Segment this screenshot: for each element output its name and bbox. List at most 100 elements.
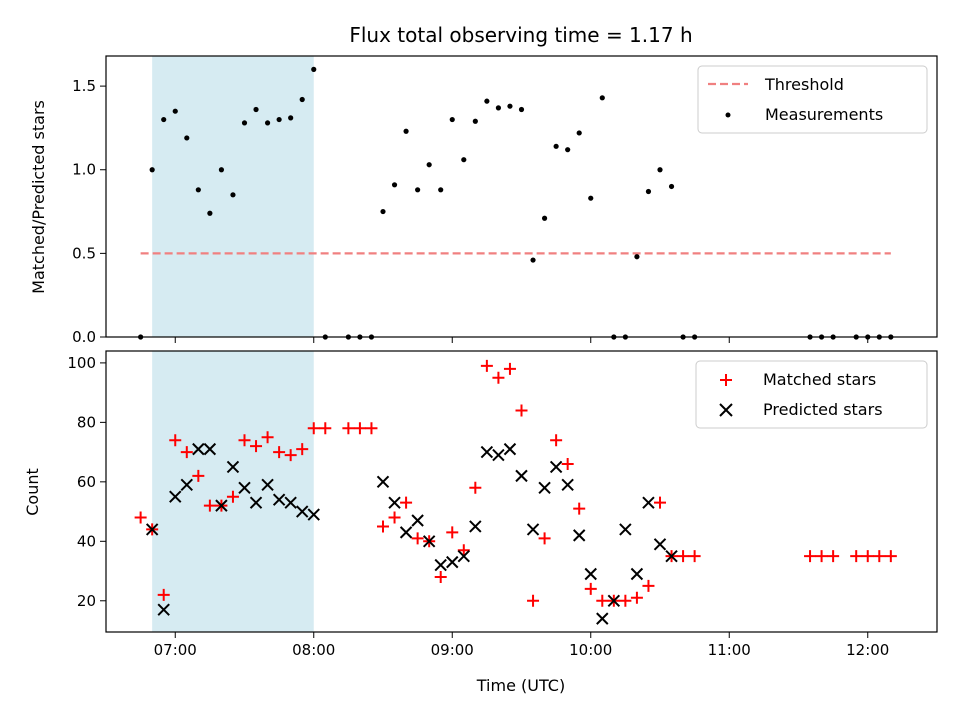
predicted-star-point — [630, 567, 644, 581]
matched-star-point — [203, 499, 216, 512]
measurement-point — [599, 95, 605, 101]
measurement-point — [472, 118, 478, 124]
matched-star-point — [411, 532, 424, 545]
predicted-star-point — [584, 567, 597, 581]
matched-star-point — [827, 550, 840, 563]
measurement-point — [391, 182, 398, 188]
matched-star-point — [250, 440, 263, 453]
legend-label-predicted: Predicted stars — [763, 400, 883, 419]
measurement-point — [438, 187, 444, 193]
predicted-star-point — [411, 514, 424, 527]
matched-star-point — [169, 434, 182, 447]
measurement-point — [576, 130, 582, 136]
predicted-star-point — [249, 496, 263, 509]
predicted-star-point — [399, 526, 413, 539]
predicted-star-point — [549, 460, 563, 474]
top-y-tick-label: 0.0 — [72, 328, 96, 346]
matched-star-point — [492, 371, 505, 384]
top-y-tick-label: 0.5 — [72, 244, 96, 262]
measurement-point — [207, 210, 213, 216]
matched-star-point — [446, 526, 459, 539]
matched-star-point — [388, 511, 401, 524]
matched-star-point — [157, 588, 170, 601]
matched-star-point — [861, 550, 874, 563]
predicted-star-point — [215, 499, 228, 512]
predicted-star-point — [296, 505, 309, 518]
matched-star-point — [596, 594, 609, 607]
matched-star-point — [873, 550, 886, 563]
figure-title: Flux total observing time = 1.17 h — [349, 23, 692, 47]
bottom-legend: Matched stars Predicted stars — [695, 360, 928, 429]
measurement-point — [218, 167, 225, 173]
measurement-point — [276, 116, 282, 123]
predicted-star-point — [457, 549, 470, 563]
matched-star-point — [642, 579, 655, 592]
measurement-point — [264, 120, 271, 126]
predicted-star-point — [284, 496, 297, 509]
x-tick-label: 12:00 — [846, 641, 889, 659]
measurement-point — [507, 103, 513, 109]
predicted-star-point — [596, 612, 609, 625]
matched-star-point — [434, 570, 447, 583]
legend-label-threshold: Threshold — [764, 75, 844, 94]
matched-star-point — [457, 544, 470, 557]
measurement-point — [530, 257, 536, 263]
measurement-point — [161, 116, 167, 123]
top-y-axis-label: Matched/Predicted stars — [29, 100, 48, 294]
matched-star-point — [573, 502, 586, 515]
predicted-star-point — [388, 496, 401, 509]
matched-star-point — [273, 446, 286, 459]
matched-star-point — [469, 481, 482, 494]
predicted-star-point — [561, 478, 574, 492]
measurement-point — [426, 162, 432, 168]
legend-matched-marker — [720, 374, 732, 386]
measurement-point — [195, 187, 201, 193]
predicted-star-point — [192, 442, 205, 456]
matched-star-point — [815, 550, 828, 563]
bottom-axes-frame — [105, 350, 938, 633]
top-panel: 0.0 0.5 1.0 1.5 Matched/Predicted stars Thr… — [29, 55, 938, 346]
measurement-point — [657, 167, 663, 173]
predicted-star-point — [226, 460, 240, 474]
bottom-legend-box — [695, 360, 928, 429]
matched-star-point — [584, 582, 597, 595]
predicted-star-point — [272, 493, 286, 506]
predicted-star-point — [261, 478, 274, 492]
predicted-star-point — [145, 523, 159, 536]
top-legend: Threshold Measurements — [697, 65, 928, 134]
legend-predicted-marker — [719, 403, 733, 417]
measurement-point — [449, 116, 455, 123]
predicted-star-point — [607, 594, 621, 607]
x-tick-label: 10:00 — [569, 641, 612, 659]
measurement-point — [588, 195, 594, 201]
predicted-star-point — [492, 448, 505, 462]
matched-star-point — [515, 404, 528, 417]
bottom-ticks: 20 40 60 80 100 07:00 08:00 09:00 10:00 11:00 12:0… — [67, 354, 889, 659]
matched-star-point — [284, 449, 297, 462]
matched-star-point — [884, 550, 897, 563]
measurement-point — [299, 96, 305, 103]
matched-star-point — [192, 469, 205, 482]
matched-star-point — [226, 490, 239, 503]
measurement-point — [172, 108, 178, 114]
measurement-point — [311, 66, 317, 72]
measurement-point — [484, 98, 490, 104]
x-tick-label: 08:00 — [292, 641, 335, 659]
predicted-star-point — [619, 523, 632, 536]
measurement-point — [634, 254, 640, 260]
predicted-star-point — [526, 523, 540, 536]
measurement-point — [415, 187, 421, 193]
legend-label-measurements: Measurements — [765, 105, 883, 124]
predicted-star-point — [665, 549, 678, 563]
bottom-y-tick-label: 100 — [67, 354, 96, 372]
top-y-tick-label: 1.0 — [72, 161, 96, 179]
top-axes-frame — [105, 55, 938, 338]
measurement-point — [518, 106, 525, 113]
measurement-point — [645, 188, 652, 195]
legend-measurements-marker — [725, 112, 731, 118]
top-legend-box — [697, 65, 928, 134]
matched-star-point — [561, 457, 574, 470]
predicted-star-point — [653, 538, 667, 551]
measurement-point — [241, 120, 248, 126]
